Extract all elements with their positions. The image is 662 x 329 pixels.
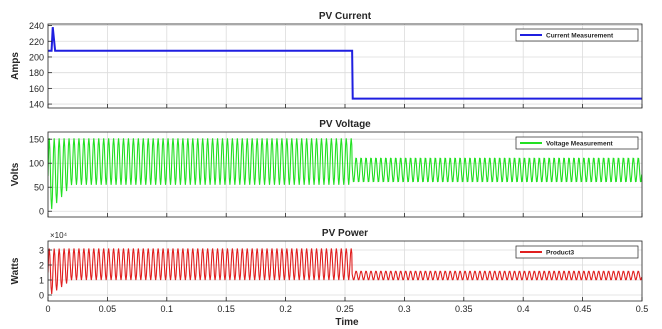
- y-tick-label: 220: [29, 37, 44, 47]
- y-tick-label: 240: [29, 21, 44, 31]
- y-tick-label: 2: [39, 261, 44, 271]
- series-line: [48, 248, 642, 294]
- subplot-title: PV Power: [322, 228, 368, 239]
- subplot-title: PV Current: [319, 11, 372, 22]
- x-tick-label: 0.45: [574, 304, 592, 314]
- legend-box: [515, 245, 639, 259]
- subplot-3: 0 1 2 3 0 0.05 0.1 0.15 0.2 0.25 0.3 0.35 0.4 0.45 0.5…: [10, 228, 648, 314]
- x-tick-label: 0.3: [398, 304, 411, 314]
- y-tick-label: 0: [39, 207, 44, 217]
- x-tick-label: 0.25: [336, 304, 354, 314]
- x-tick-label: 0.5: [636, 304, 649, 314]
- x-tick-label: 0.05: [99, 304, 117, 314]
- y-axis-label: Amps: [10, 52, 21, 80]
- y-axis-label: Volts: [10, 162, 21, 186]
- legend: Current Measurement: [515, 28, 639, 42]
- x-tick-label: 0.15: [217, 304, 235, 314]
- y-exponent-label: ×10⁴: [50, 231, 68, 240]
- series-line: [48, 27, 642, 100]
- y-tick-label: 3: [39, 246, 44, 256]
- subplot-title: PV Voltage: [319, 119, 371, 130]
- y-tick-label: 1: [39, 276, 44, 286]
- legend-label: Current Measurement: [546, 33, 614, 40]
- x-tick-label: 0.1: [161, 304, 174, 314]
- y-tick-label: 0: [39, 291, 44, 301]
- y-axis-label: Watts: [10, 257, 21, 284]
- x-tick-label: 0.2: [279, 304, 292, 314]
- x-tick-label: 0.4: [517, 304, 530, 314]
- y-tick-label: 180: [29, 68, 44, 78]
- series-line: [48, 138, 642, 210]
- y-tick-label: 50: [34, 183, 44, 193]
- subplot-2: 0 50 100 150 PV Voltage Volts Voltage Measurem…: [10, 119, 643, 218]
- figure-xlabel: Time: [335, 317, 359, 328]
- y-tick-label: 150: [29, 135, 44, 145]
- legend-label: Voltage Measurement: [546, 141, 614, 148]
- y-tick-label: 200: [29, 52, 44, 62]
- legend-box: [515, 136, 639, 150]
- legend: Voltage Measurement: [515, 136, 639, 150]
- y-tick-label: 100: [29, 159, 44, 169]
- legend: Product3: [515, 245, 639, 259]
- y-tick-label: 160: [29, 84, 44, 94]
- x-tick-label: 0: [45, 304, 50, 314]
- x-tick-label: 0.35: [455, 304, 473, 314]
- legend-label: Product3: [546, 250, 575, 257]
- subplot-1: 140 160 180 200 220 240 PV Current Amps Current …: [10, 11, 643, 110]
- y-tick-label: 140: [29, 100, 44, 110]
- legend-box: [515, 28, 639, 42]
